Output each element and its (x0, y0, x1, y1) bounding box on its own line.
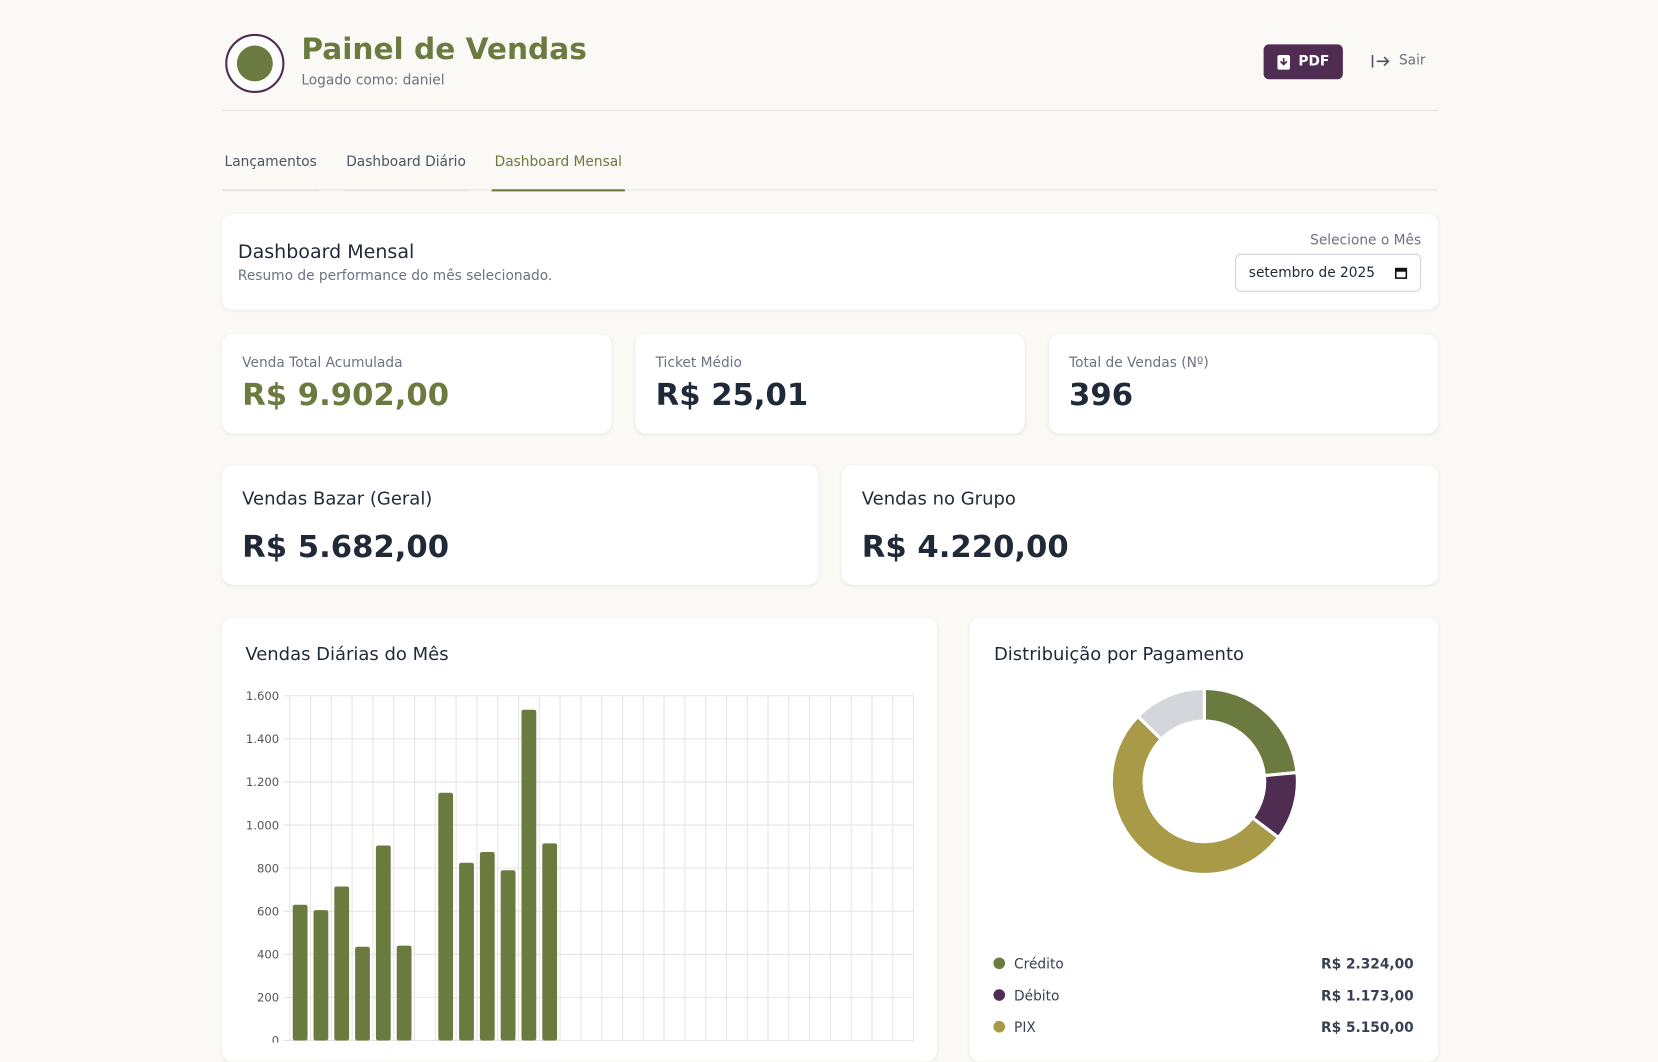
bar (396, 945, 412, 1041)
tabs-border (222, 189, 1439, 191)
donut-chart: Crédito R$ 2.324,00 Débito R$ 1.173,00 PIX R$… (993, 686, 1414, 1036)
kpi-card: Ticket Médio R$ 25,01 (635, 334, 1025, 434)
y-tick-label: 0 (272, 1034, 279, 1043)
y-tick-label: 1.400 (246, 732, 279, 746)
bar (292, 904, 308, 1041)
kpi-value: 396 (1069, 376, 1134, 413)
pdf-icon (1277, 54, 1290, 70)
pdf-label: PDF (1298, 53, 1330, 70)
bar (459, 862, 474, 1041)
legend-label: PIX (1014, 1020, 1036, 1036)
kpi-card: Total de Vendas (Nº) 396 (1048, 334, 1439, 434)
bar-chart: 0 200 400 600 800 1.000 1.200 1.400 1.600 (246, 689, 915, 1043)
chart-title: Distribuição por Pagamento (993, 643, 1244, 666)
y-tick-label: 1.200 (246, 775, 279, 789)
legend-label: Débito (1014, 988, 1059, 1004)
kpi-label: Venda Total Acumulada (242, 355, 403, 372)
bar (355, 946, 370, 1041)
group-label: Vendas Bazar (Geral) (242, 488, 433, 510)
kpi-label: Total de Vendas (Nº) (1069, 355, 1209, 372)
chart-title: Vendas Diárias do Mês (245, 643, 449, 666)
logout-button[interactable]: Sair (1371, 52, 1426, 69)
y-tick-label: 600 (257, 904, 279, 918)
legend-value: R$ 2.324,00 (1321, 957, 1414, 973)
summary-subtitle: Resumo de performance do mês selecionado… (237, 268, 553, 285)
month-input[interactable]: setembro de 2025 (1235, 253, 1422, 292)
legend-value: R$ 5.150,00 (1321, 1020, 1414, 1036)
logout-icon (1371, 54, 1390, 68)
legend-swatch (993, 957, 1006, 970)
donut-segment (1135, 686, 1206, 742)
logout-label: Sair (1398, 52, 1426, 69)
group-label: Vendas no Grupo (861, 488, 1016, 510)
y-tick-label: 200 (257, 991, 279, 1005)
legend-label: Crédito (1014, 957, 1064, 973)
donut-segment (1202, 686, 1299, 778)
bar (542, 843, 558, 1041)
group-card: Vendas Bazar (Geral) R$ 5.682,00 (222, 465, 819, 585)
bar (313, 910, 329, 1041)
y-tick-label: 1.000 (246, 818, 279, 832)
page-subtitle: Logado como: daniel (301, 72, 445, 89)
bar (479, 851, 495, 1041)
divider (222, 109, 1439, 112)
legend-swatch (993, 989, 1006, 1001)
legend-swatch (993, 1020, 1006, 1033)
y-tick-label: 800 (257, 861, 279, 875)
kpi-label: Ticket Médio (655, 355, 742, 372)
tab-active[interactable]: Dashboard Mensal (491, 154, 625, 192)
pdf-button[interactable]: PDF (1263, 44, 1343, 80)
logo (225, 33, 285, 94)
page-title: Painel de Vendas (301, 31, 587, 67)
kpi-value: R$ 9.902,00 (242, 376, 450, 413)
bar (375, 845, 391, 1041)
y-tick-label: 400 (257, 948, 279, 962)
legend-value: R$ 1.173,00 (1321, 988, 1414, 1004)
calendar-icon (1394, 267, 1408, 279)
kpi-value: R$ 25,01 (655, 376, 809, 413)
month-label: Selecione o Mês (1310, 232, 1422, 249)
summary-card: Dashboard Mensal Resumo de performance d… (222, 213, 1439, 310)
y-tick-label: 1.600 (246, 689, 279, 703)
bar (500, 870, 516, 1041)
month-value: setembro de 2025 (1248, 264, 1376, 281)
kpi-card: Venda Total Acumulada R$ 9.902,00 (222, 334, 612, 434)
tab[interactable]: Dashboard Diário (343, 154, 469, 192)
tab[interactable]: Lançamentos (222, 154, 320, 192)
donut-segment (1109, 714, 1281, 877)
bar (521, 709, 537, 1041)
summary-title: Dashboard Mensal (237, 241, 415, 264)
group-card: Vendas no Grupo R$ 4.220,00 (841, 465, 1439, 585)
group-value: R$ 5.682,00 (242, 528, 450, 565)
bar (438, 792, 454, 1041)
group-value: R$ 4.220,00 (861, 528, 1069, 565)
bar (334, 886, 350, 1041)
